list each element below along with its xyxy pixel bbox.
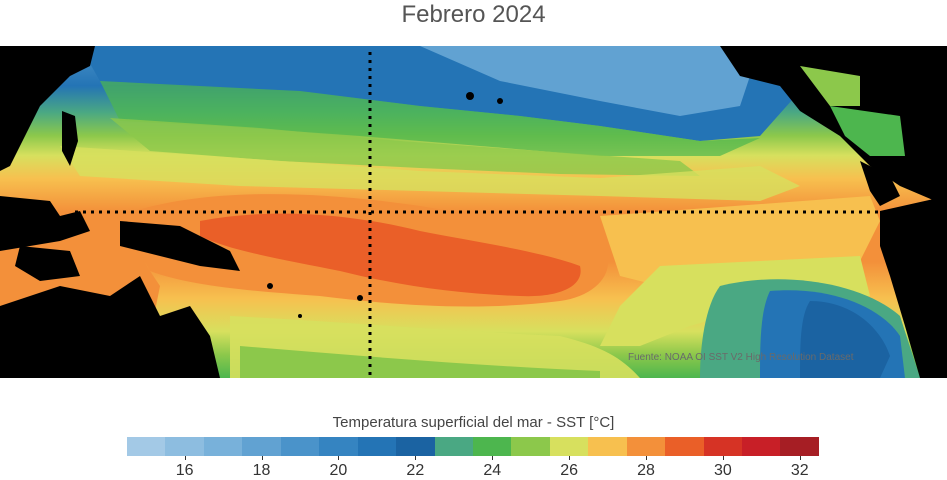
color-scale [127, 437, 819, 456]
scale-tick-label: 28 [637, 462, 655, 479]
color-swatch [626, 437, 666, 456]
north-pacific-colder [420, 46, 760, 116]
north-pacific-lightgreen [110, 118, 700, 176]
color-swatch [165, 437, 204, 456]
south-america-land [880, 196, 947, 378]
australia-land [0, 276, 220, 378]
asia-land [0, 46, 95, 171]
color-swatch [396, 437, 435, 456]
scale-tick-label: 32 [790, 462, 809, 479]
scale-tick-label: 22 [406, 462, 425, 479]
north-pacific-green [100, 81, 760, 156]
scale-tick-label: 16 [175, 462, 194, 479]
borneo-land [15, 246, 80, 281]
legend-title: Temperatura superficial del mar - SST [°… [332, 414, 615, 431]
north-pacific-yellow [60, 146, 800, 201]
scale-tick [569, 456, 571, 460]
north-america-land [720, 46, 947, 206]
color-swatch [549, 437, 589, 456]
color-swatch [434, 437, 473, 456]
color-swatch [242, 437, 281, 456]
color-swatch [665, 437, 704, 456]
scale-tick [261, 456, 263, 460]
scale-tick [646, 456, 647, 460]
color-swatch [203, 437, 243, 456]
color-swatch [127, 437, 166, 456]
japan-land [62, 111, 78, 166]
color-swatch [319, 437, 358, 456]
island [357, 295, 363, 301]
scale-tick-label: 24 [483, 462, 502, 479]
central-america-land [860, 161, 900, 206]
caribbean-sea [830, 106, 905, 156]
scale-tick [722, 456, 724, 460]
warm-core [200, 213, 581, 297]
scale-tick [799, 456, 801, 460]
south-green [240, 346, 600, 378]
island [466, 92, 474, 100]
new-guinea-land [120, 221, 240, 271]
color-swatch [511, 437, 550, 456]
data-source-credit: Fuente: NOAA OI SST V2 High Resolution D… [628, 352, 854, 363]
color-scale-ticks: 16 18 20 22 24 26 28 30 32 [127, 456, 819, 480]
gulf-of-mexico [800, 66, 860, 106]
color-swatch [472, 437, 512, 456]
scale-tick-label: 26 [560, 462, 578, 479]
chart-title: Febrero 2024 [401, 1, 546, 28]
island [497, 98, 503, 104]
color-swatch [780, 437, 819, 456]
color-swatch [742, 437, 781, 456]
southeast-coldest [800, 301, 890, 378]
scale-tick [338, 456, 340, 460]
scale-tick-label: 20 [329, 462, 348, 479]
sst-map [0, 46, 947, 378]
color-swatch [588, 437, 627, 456]
scale-tick [415, 456, 417, 460]
island [267, 283, 273, 289]
indonesia-land [0, 196, 90, 251]
color-swatch [703, 437, 742, 456]
scale-tick [184, 456, 186, 460]
color-swatch [357, 437, 397, 456]
scale-tick-label: 18 [252, 462, 271, 479]
scale-tick-label: 30 [713, 462, 732, 479]
island [298, 314, 302, 318]
scale-tick [492, 456, 494, 460]
color-swatch [280, 437, 320, 456]
